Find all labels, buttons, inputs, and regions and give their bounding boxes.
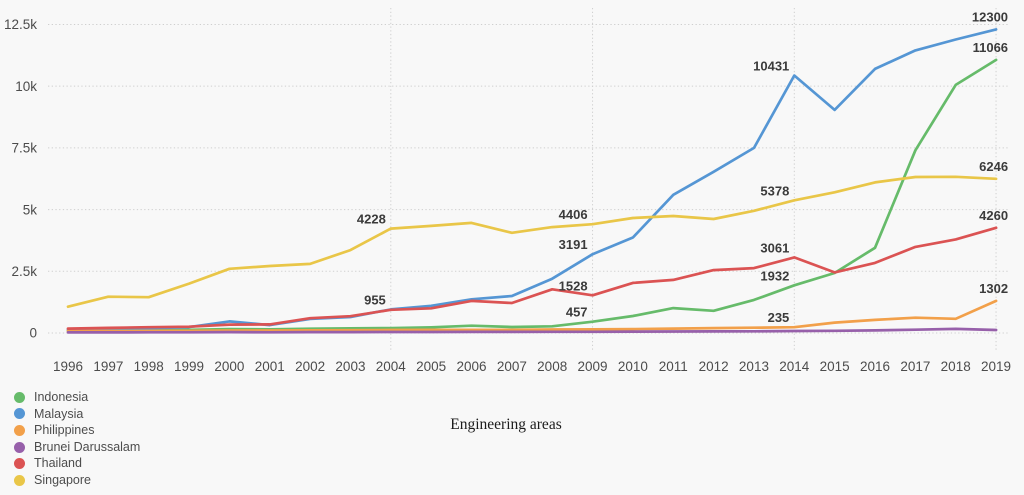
legend-item-singapore[interactable]: Singapore <box>14 472 140 489</box>
legend-item-indonesia[interactable]: Indonesia <box>14 389 140 406</box>
series-line-thailand[interactable] <box>66 226 998 330</box>
legend-swatch-philippines <box>14 424 25 436</box>
x-axis-tick-label: 2009 <box>578 359 608 374</box>
legend-label-thailand: Thailand <box>34 456 82 471</box>
x-axis-tick-label: 2005 <box>416 359 446 374</box>
data-label-singapore-2019: 6246 <box>979 159 1008 174</box>
series-line-indonesia[interactable] <box>66 58 998 332</box>
legend-label-indonesia: Indonesia <box>34 390 89 404</box>
data-label-philippines-2014: 235 <box>768 310 790 325</box>
legend-label-brunei-darussalam: Brunei Darussalam <box>34 439 141 454</box>
x-axis-tick-label: 2008 <box>537 359 567 374</box>
y-axis-tick-label: 2.5k <box>11 264 37 279</box>
series-line-malaysia[interactable] <box>66 28 998 331</box>
x-axis-tick-label: 2004 <box>376 359 407 374</box>
y-axis-tick-label: 10k <box>15 79 37 94</box>
chart-title: Engineering areas <box>450 416 562 433</box>
x-axis-tick-label: 2014 <box>779 359 810 374</box>
series-line-singapore[interactable] <box>66 175 998 309</box>
data-label-malaysia-2019: 12300 <box>972 9 1008 24</box>
x-axis-tick-label: 2000 <box>214 359 244 374</box>
data-label-singapore-2004: 4228 <box>357 212 386 227</box>
data-label-malaysia-2014: 10431 <box>753 59 789 74</box>
x-axis-tick-label: 1996 <box>53 359 83 374</box>
x-axis-tick-label: 1997 <box>93 359 123 374</box>
legend-swatch-malaysia <box>14 408 25 420</box>
data-label-singapore-2014: 5378 <box>760 183 789 198</box>
series-line-philippines[interactable] <box>66 299 998 333</box>
legend-swatch-singapore <box>14 474 25 486</box>
x-axis-tick-label: 2002 <box>295 359 325 374</box>
x-axis-tick-label: 2018 <box>941 359 971 374</box>
series-line-brunei-darussalam[interactable] <box>66 327 998 334</box>
x-axis-tick-label: 2013 <box>739 359 769 374</box>
x-axis-tick-label: 2012 <box>699 359 729 374</box>
legend-item-malaysia[interactable]: Malaysia <box>14 406 140 423</box>
legend-label-singapore: Singapore <box>34 472 91 487</box>
x-axis-tick-label: 2011 <box>659 359 688 374</box>
x-axis-tick-label: 1999 <box>174 359 204 374</box>
data-label-indonesia-2019: 11066 <box>973 40 1008 55</box>
y-axis-tick-label: 7.5k <box>11 141 37 156</box>
x-axis-tick-label: 2019 <box>981 359 1011 374</box>
data-label-malaysia-2004: 955 <box>364 292 386 307</box>
y-axis-tick-label: 12.5k <box>4 17 37 32</box>
data-label-thailand-2009: 1528 <box>559 278 588 293</box>
legend-label-malaysia: Malaysia <box>34 406 84 421</box>
y-axis-tick-label: 5k <box>23 202 38 217</box>
data-label-thailand-2014: 3061 <box>760 240 789 255</box>
x-axis-tick-label: 2017 <box>900 359 930 374</box>
x-axis-tick-label: 2016 <box>860 359 890 374</box>
data-label-indonesia-2014: 1932 <box>760 268 789 283</box>
legend-item-philippines[interactable]: Philippines <box>14 422 140 439</box>
x-axis-tick-label: 2007 <box>497 359 527 374</box>
legend-swatch-brunei-darussalam <box>14 441 25 453</box>
data-label-philippines-2019: 1302 <box>979 281 1008 296</box>
legend-item-thailand[interactable]: Thailand <box>14 455 140 472</box>
x-axis-tick-label: 2015 <box>820 359 850 374</box>
x-axis-tick-label: 2001 <box>255 359 285 374</box>
y-axis-tick-label: 0 <box>29 326 37 341</box>
legend-item-brunei-darussalam[interactable]: Brunei Darussalam <box>14 439 140 456</box>
x-axis-tick-label: 2010 <box>618 359 648 374</box>
x-axis-tick-label: 2006 <box>456 359 486 374</box>
legend: Indonesia Malaysia Philippines Brunei Darus… <box>14 389 140 489</box>
data-label-indonesia-2009: 457 <box>566 305 588 320</box>
legend-label-philippines: Philippines <box>34 423 95 438</box>
data-label-malaysia-2009: 3191 <box>559 237 588 252</box>
legend-swatch-thailand <box>14 458 25 470</box>
data-label-thailand-2019: 4260 <box>979 208 1008 223</box>
legend-swatch-indonesia <box>14 391 25 403</box>
x-axis-tick-label: 1998 <box>134 359 164 374</box>
x-axis-tick-label: 2003 <box>335 359 365 374</box>
data-label-singapore-2009: 4406 <box>559 207 588 222</box>
